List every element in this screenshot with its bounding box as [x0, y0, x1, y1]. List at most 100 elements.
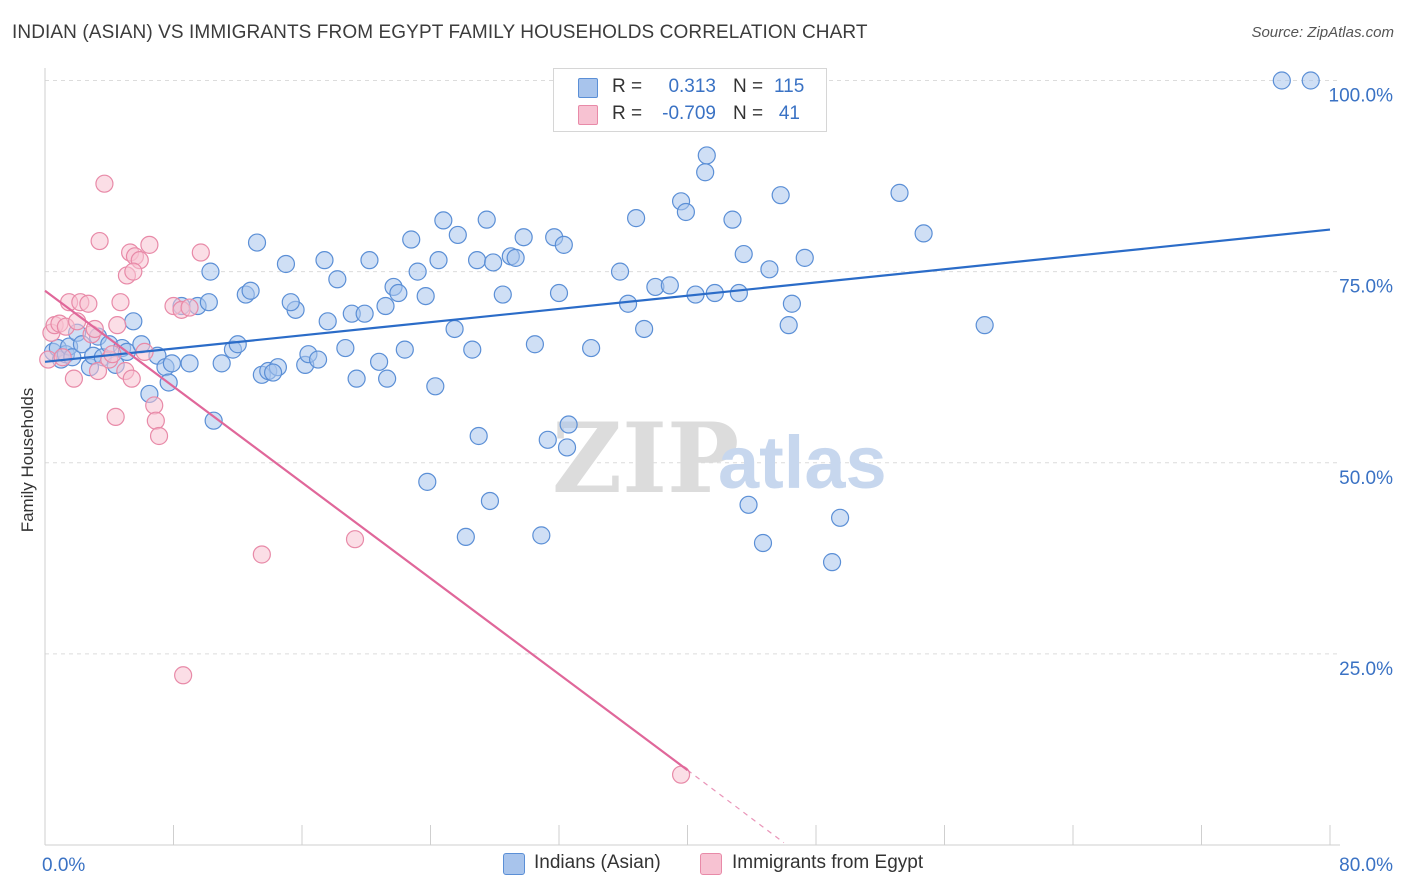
point-indians-88 [635, 319, 654, 339]
point-indians-84 [532, 526, 551, 545]
point-indians-67 [469, 426, 488, 446]
point-egypt-40 [122, 369, 141, 388]
point-indians-65 [467, 251, 487, 270]
legend-swatch-pink [578, 105, 598, 125]
legend-r-value: 0.313 [668, 76, 716, 97]
point-indians-74 [514, 228, 533, 247]
point-indians-114 [582, 338, 601, 358]
x-tick-label-min: 0.0% [42, 855, 85, 876]
point-indians-57 [402, 230, 421, 249]
point-indians-42 [308, 350, 328, 369]
point-indians-25 [201, 262, 220, 281]
point-indians-80 [559, 415, 578, 434]
point-indians-83 [456, 527, 475, 547]
point-indians-92 [676, 202, 695, 222]
point-egypt-20 [111, 293, 130, 312]
trend-line-indians [44, 228, 1331, 363]
point-egypt-35 [252, 545, 271, 564]
point-indians-86 [618, 294, 638, 313]
point-indians-102 [760, 260, 779, 279]
point-indians-53 [378, 369, 397, 388]
point-indians-100 [739, 495, 758, 514]
point-indians-99 [734, 244, 753, 264]
point-indians-55 [389, 283, 408, 303]
point-indians-105 [782, 294, 802, 313]
point-indians-56 [395, 340, 414, 359]
point-indians-44 [318, 312, 337, 331]
y-tick-label-3: 25.0% [1339, 659, 1393, 680]
point-indians-109 [890, 183, 909, 202]
point-indians-46 [336, 338, 355, 358]
trend-line-egypt-extension [687, 769, 785, 844]
watermark: ZIP atlas [552, 402, 887, 515]
point-indians-75 [525, 335, 545, 354]
legend-label-egypt: Immigrants from Egypt [732, 852, 924, 873]
point-indians-108 [822, 553, 842, 572]
y-tick-label-2: 50.0% [1339, 468, 1393, 489]
point-egypt-39 [124, 262, 143, 281]
trend-line-egypt [44, 289, 689, 771]
point-indians-58 [408, 262, 427, 281]
point-indians-32 [247, 233, 267, 252]
watermark-atlas: atlas [718, 421, 887, 504]
point-indians-68 [477, 210, 496, 229]
grid-lines [45, 80, 1340, 655]
point-indians-26 [204, 411, 223, 430]
legend-swatch-indians [503, 853, 525, 875]
point-egypt-32 [180, 298, 199, 317]
point-indians-87 [626, 209, 646, 228]
point-indians-27 [212, 354, 231, 373]
point-indians-52 [376, 296, 395, 316]
point-indians-31 [241, 281, 260, 300]
point-indians-70 [484, 253, 503, 272]
point-indians-106 [795, 248, 814, 267]
legend-row-indians: R = 0.313 N = 115 [554, 73, 826, 101]
point-indians-69 [480, 491, 500, 511]
trend-lines [44, 228, 1331, 844]
point-indians-62 [434, 211, 453, 230]
point-indians-64 [445, 319, 464, 339]
point-indians-78 [554, 235, 573, 254]
point-egypt-28 [146, 411, 165, 430]
point-indians-104 [779, 316, 798, 335]
point-indians-116 [199, 293, 218, 312]
source-credit: Source: ZipAtlas.com [1251, 24, 1394, 41]
point-indians-110 [914, 224, 933, 243]
point-indians-16 [124, 312, 143, 331]
point-indians-48 [347, 369, 366, 388]
point-egypt-36 [345, 530, 365, 549]
point-egypt-14 [90, 231, 109, 251]
point-indians-111 [975, 316, 994, 335]
point-egypt-26 [140, 235, 159, 254]
legend-swatch-blue [578, 78, 598, 98]
legend-row-egypt: R = -0.709 N = 41 [554, 100, 826, 128]
legend-n-label: N = [733, 76, 764, 97]
point-indians-39 [281, 293, 300, 312]
watermark-zip: ZIP [552, 402, 739, 515]
point-indians-85 [610, 262, 630, 281]
y-tick-label-1: 75.0% [1339, 277, 1393, 298]
legend-label-indians: Indians (Asian) [534, 852, 661, 873]
point-indians-94 [696, 163, 715, 182]
point-egypt-19 [108, 316, 127, 335]
point-egypt-13 [88, 361, 108, 381]
axes [44, 68, 1340, 846]
point-indians-45 [328, 270, 347, 289]
point-indians-103 [771, 186, 790, 205]
point-egypt-4 [53, 348, 72, 367]
legend-swatch-egypt [700, 853, 722, 875]
y-tick-label-0: 100.0% [1329, 86, 1394, 107]
point-egypt-27 [145, 396, 164, 415]
point-indians-79 [549, 283, 569, 303]
point-egypt-15 [95, 174, 114, 193]
x-tick-label-max: 80.0% [1339, 855, 1393, 876]
point-indians-29 [228, 335, 247, 354]
point-indians-36 [263, 363, 283, 382]
series-legend: Indians (Asian) Immigrants from Egypt [0, 850, 1406, 880]
point-indians-97 [723, 210, 742, 229]
point-indians-112 [1272, 71, 1291, 90]
legend-n-value: 115 [774, 76, 805, 97]
point-indians-90 [660, 276, 679, 295]
point-indians-23 [180, 354, 199, 373]
